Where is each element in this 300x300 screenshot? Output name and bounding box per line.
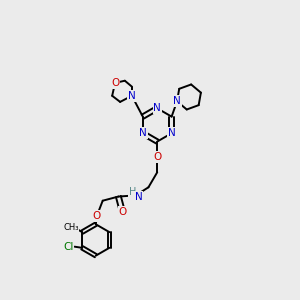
Text: O: O bbox=[111, 78, 119, 88]
Text: H: H bbox=[129, 187, 137, 197]
Text: O: O bbox=[93, 211, 101, 221]
Text: N: N bbox=[128, 91, 136, 101]
Text: N: N bbox=[153, 103, 161, 113]
Text: O: O bbox=[153, 152, 161, 162]
Text: O: O bbox=[118, 207, 127, 217]
Text: N: N bbox=[139, 128, 147, 138]
Text: N: N bbox=[168, 128, 176, 138]
Text: Cl: Cl bbox=[63, 242, 74, 252]
Text: N: N bbox=[135, 191, 142, 202]
Text: N: N bbox=[173, 96, 181, 106]
Text: CH₃: CH₃ bbox=[64, 223, 79, 232]
